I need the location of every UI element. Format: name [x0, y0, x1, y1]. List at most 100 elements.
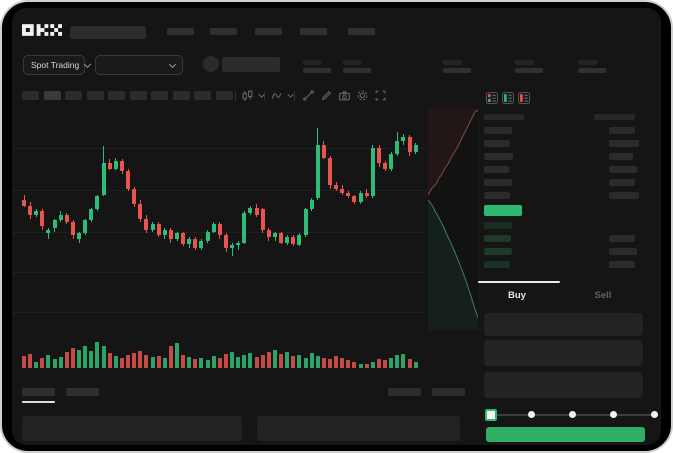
ask-amount-row[interactable]	[609, 153, 633, 160]
slider-stop[interactable]	[650, 411, 658, 418]
search-input[interactable]	[70, 26, 146, 39]
candle-body	[389, 153, 394, 169]
nav-item-2[interactable]	[210, 28, 237, 35]
bid-amount-row[interactable]	[609, 235, 635, 242]
chevron-down-icon[interactable]	[255, 89, 269, 103]
timeframe-button-4[interactable]	[86, 91, 104, 100]
chevron-down-icon[interactable]	[284, 89, 298, 103]
candle-body	[272, 233, 277, 238]
candle-body	[303, 209, 308, 236]
candle-body	[291, 237, 296, 245]
tab-sell[interactable]: Sell	[594, 290, 612, 301]
candlestick-icon[interactable]	[241, 89, 255, 103]
candle-body	[364, 192, 369, 197]
volume-bar	[242, 355, 247, 368]
price-input[interactable]	[484, 313, 643, 336]
market-type-selector[interactable]: Spot Trading	[23, 55, 92, 75]
candle-body	[217, 224, 222, 236]
timeframe-button-3[interactable]	[65, 91, 82, 100]
camera-icon[interactable]	[338, 89, 352, 103]
ask-amount-row[interactable]	[609, 192, 639, 199]
ask-price-row[interactable]	[484, 166, 509, 173]
timeframe-button-5[interactable]	[108, 91, 125, 100]
timeframe-button-8[interactable]	[172, 91, 190, 100]
bid-price-row[interactable]	[484, 248, 512, 255]
slider-stop[interactable]	[609, 411, 617, 418]
candle-body	[132, 189, 137, 204]
fullscreen-icon[interactable]	[374, 89, 388, 103]
candle-body	[413, 144, 418, 152]
bottom-tab-open-orders[interactable]	[22, 388, 55, 396]
volume-bar	[126, 355, 131, 368]
candle-body	[101, 163, 106, 195]
stat-label-1	[303, 60, 322, 65]
ask-price-row[interactable]	[484, 140, 510, 147]
volume-bar	[291, 356, 296, 368]
volume-bar	[138, 351, 143, 368]
stat-label-4	[515, 60, 534, 65]
timeframe-button-9[interactable]	[194, 91, 211, 100]
book-bids-icon[interactable]	[502, 92, 514, 104]
stat-value-5	[578, 68, 606, 73]
bottom-tab-order-history[interactable]	[66, 388, 99, 396]
bid-price-row[interactable]	[484, 261, 510, 268]
candle-body	[236, 242, 241, 245]
slider-handle[interactable]	[485, 409, 497, 421]
timeframe-button-7[interactable]	[151, 91, 168, 100]
buy-submit-button[interactable]	[486, 427, 645, 442]
candle-body	[248, 207, 253, 214]
ask-price-row[interactable]	[484, 192, 510, 199]
timeframe-button-2[interactable]	[43, 91, 61, 100]
nav-item-4[interactable]	[300, 28, 327, 35]
nav-item-1[interactable]	[167, 28, 194, 35]
volume-bar	[211, 356, 216, 368]
ask-amount-row[interactable]	[609, 127, 635, 134]
volume-bar	[95, 342, 100, 368]
slider-stop[interactable]	[527, 411, 535, 418]
last-price-bar[interactable]	[484, 205, 522, 216]
bid-amount-row[interactable]	[609, 261, 635, 268]
trendline-icon[interactable]	[302, 89, 316, 103]
ask-amount-row[interactable]	[609, 179, 635, 186]
timeframe-button-1[interactable]	[22, 91, 39, 100]
slider-stop[interactable]	[568, 411, 576, 418]
timeframe-button-6[interactable]	[129, 91, 147, 100]
candle-body	[64, 214, 69, 223]
volume-bar	[303, 358, 308, 368]
amount-input[interactable]	[484, 340, 643, 366]
ask-price-row[interactable]	[484, 127, 512, 134]
volume-bar	[401, 354, 406, 368]
candle-body	[211, 224, 216, 232]
volume-bar	[162, 358, 167, 368]
ask-amount-row[interactable]	[609, 166, 637, 173]
bid-price-row[interactable]	[484, 222, 512, 229]
nav-item-account[interactable]	[348, 28, 375, 35]
bid-amount-row[interactable]	[609, 248, 637, 255]
volume-bar	[83, 346, 88, 368]
nav-item-3[interactable]	[255, 28, 282, 35]
chart-gridline	[12, 148, 426, 149]
ask-price-row[interactable]	[484, 179, 512, 186]
candle-body	[22, 200, 26, 206]
candle-body	[107, 163, 112, 169]
volume-bar	[254, 357, 259, 368]
pair-selector[interactable]	[95, 55, 183, 75]
total-input[interactable]	[484, 372, 643, 398]
bottom-action-button-1[interactable]	[388, 388, 421, 396]
tab-buy[interactable]: Buy	[508, 290, 526, 301]
draw-icon[interactable]	[320, 89, 334, 103]
book-asks-icon[interactable]	[518, 92, 530, 104]
volume-bar	[199, 358, 204, 368]
settings-icon[interactable]	[356, 89, 370, 103]
bottom-action-button-2[interactable]	[432, 388, 465, 396]
indicators-icon[interactable]	[270, 89, 284, 103]
candle-wick	[231, 242, 233, 256]
volume-bar	[321, 358, 326, 368]
book-all-icon[interactable]	[486, 92, 498, 104]
volume-bar	[217, 358, 222, 368]
timeframe-button-10[interactable]	[215, 91, 233, 100]
bid-price-row[interactable]	[484, 235, 511, 242]
candle-body	[334, 185, 339, 189]
ask-price-row[interactable]	[484, 153, 513, 160]
ask-amount-row[interactable]	[609, 140, 639, 147]
